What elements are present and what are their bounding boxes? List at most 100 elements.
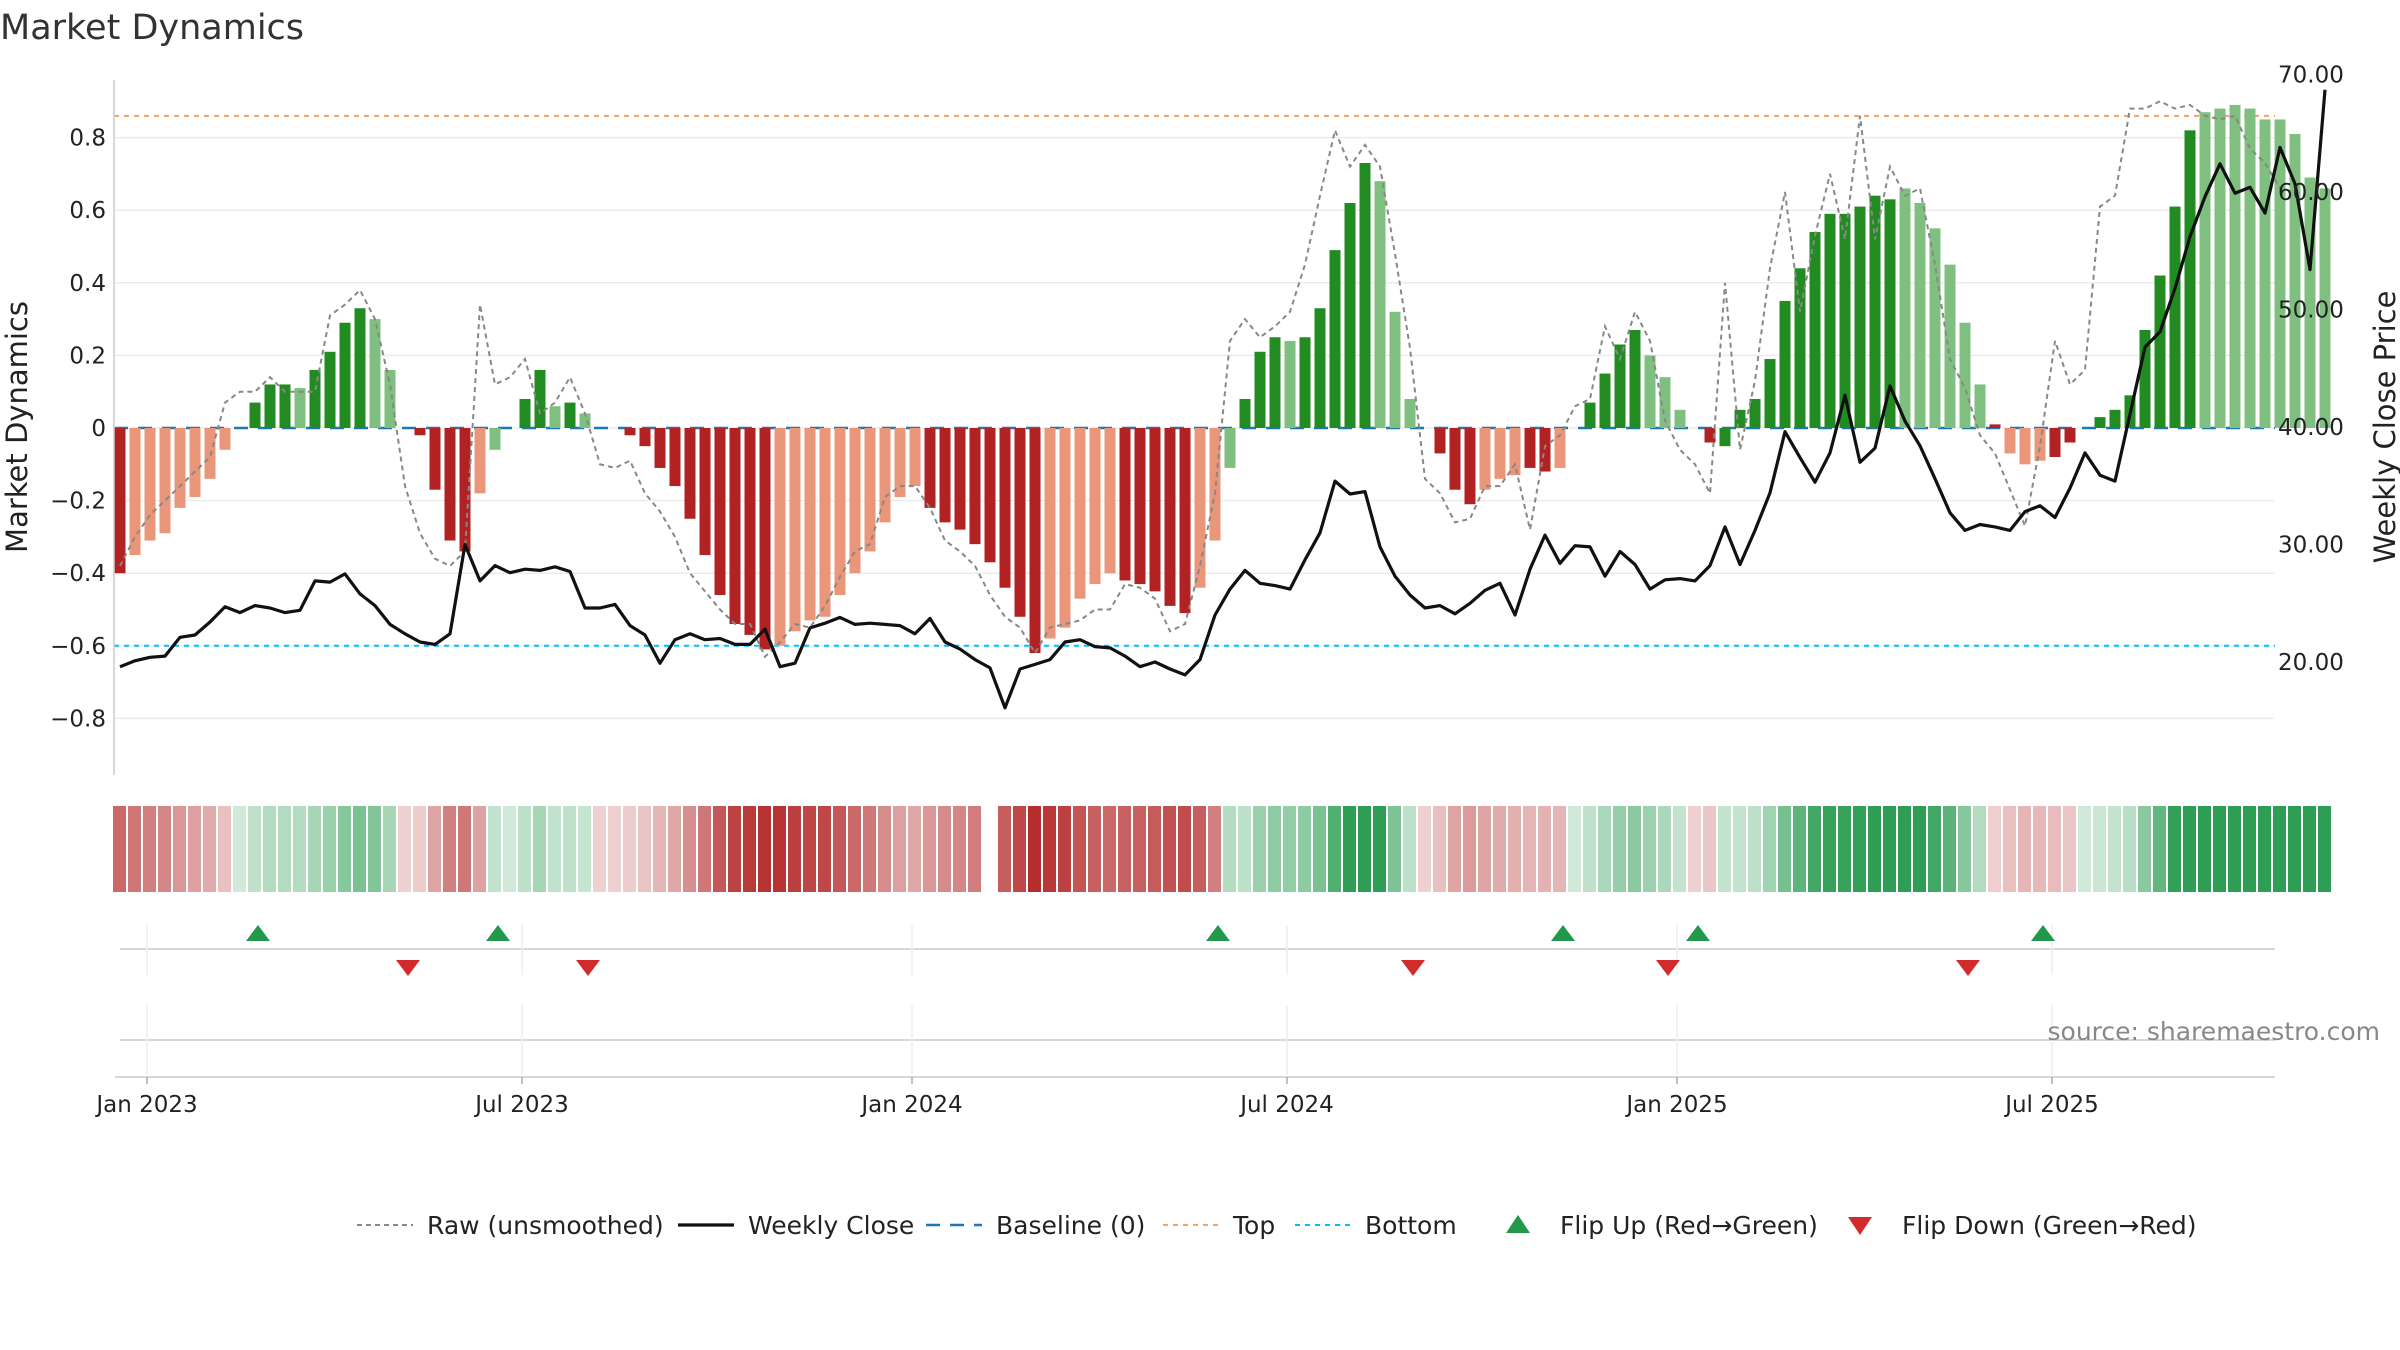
regime-cell [293, 806, 306, 892]
regime-cell [938, 806, 951, 892]
regime-cell [2108, 806, 2121, 892]
regime-cell [1868, 806, 1881, 892]
dynamics-bar [834, 428, 846, 595]
legend-label: Top [1232, 1211, 1275, 1240]
regime-cell [593, 806, 606, 892]
dynamics-bar [1269, 337, 1281, 428]
right-tick-label: 30.00 [2278, 533, 2344, 559]
regime-cell [1043, 806, 1056, 892]
regime-cell [968, 806, 981, 892]
flip-down-marker [1956, 960, 1980, 976]
dynamics-bar [1464, 428, 1476, 505]
regime-cell [1988, 806, 2001, 892]
dynamics-bar [384, 369, 396, 428]
regime-cell [2093, 806, 2106, 892]
dynamics-bar [1254, 351, 1266, 428]
right-tick-label: 20.00 [2278, 650, 2344, 676]
dynamics-bar [1539, 428, 1551, 472]
right-axis-label: Weekly Close Price [2368, 291, 2400, 564]
regime-cell [1478, 806, 1491, 892]
left-axis-label: Market Dynamics [0, 301, 34, 553]
dynamics-bar [219, 428, 231, 450]
regime-cell [1703, 806, 1716, 892]
dynamics-bar [1614, 344, 1626, 428]
regime-cell [2063, 806, 2076, 892]
regime-cell [863, 806, 876, 892]
regime-cell [653, 806, 666, 892]
dynamics-bar [354, 308, 366, 428]
regime-cell [1343, 806, 1356, 892]
legend-item: Baseline (0) [926, 1211, 1145, 1240]
dynamics-bar [1404, 398, 1416, 428]
regime-cell [2078, 806, 2091, 892]
dynamics-bar [684, 428, 696, 519]
weekly-close-line [119, 89, 2327, 710]
dynamics-bar [1884, 199, 1896, 428]
flip-up-marker [246, 925, 270, 941]
left-tick-label: 0 [91, 416, 106, 442]
dynamics-bar [1344, 202, 1356, 428]
regime-cell [2318, 806, 2331, 892]
dynamics-bar [864, 428, 876, 552]
x-tick-label: Jan 2025 [1624, 1092, 1727, 1118]
regime-cell [893, 806, 906, 892]
dynamics-bar [1854, 206, 1866, 428]
left-tick-label: 0.2 [69, 343, 106, 369]
dynamics-bar [1629, 329, 1641, 428]
dynamics-bar [519, 398, 531, 428]
legend-swatch-up [1506, 1215, 1530, 1233]
dynamics-bar [1974, 384, 1986, 428]
flip-down-marker [1656, 960, 1680, 976]
dynamics-bar [999, 428, 1011, 588]
axes: 0.8 0.6 0.4 0.2 0 −0.2 −0.4 −0.6 −0.8 70.00 60.00 5… [50, 63, 2344, 775]
dynamics-bar [894, 428, 906, 497]
flip-markers-panel [120, 925, 2275, 1075]
dynamics-bar [1134, 428, 1146, 585]
regime-cell [128, 806, 141, 892]
dynamics-bar [2019, 428, 2031, 465]
dynamics-bar [564, 402, 576, 428]
flip-down-marker [1401, 960, 1425, 976]
legend-label: Flip Up (Red→Green) [1560, 1211, 1818, 1240]
regime-cell [743, 806, 756, 892]
regime-cell [548, 806, 561, 892]
dynamics-bar [1719, 428, 1731, 447]
regime-cell [323, 806, 336, 892]
dynamics-bar [1374, 181, 1386, 428]
regime-cell [908, 806, 921, 892]
regime-cell [923, 806, 936, 892]
regime-cell [2048, 806, 2061, 892]
regime-cell [1148, 806, 1161, 892]
dynamics-bar [2139, 329, 2151, 428]
dynamics-bar [114, 428, 126, 574]
flip-up-marker [1551, 925, 1575, 941]
regime-cell [353, 806, 366, 892]
dynamics-bar [1869, 195, 1881, 428]
regime-cell [728, 806, 741, 892]
legend-swatch-down [1848, 1217, 1872, 1235]
regime-cell [638, 806, 651, 892]
regime-cell [2258, 806, 2271, 892]
regime-cell [428, 806, 441, 892]
dynamics-bar [414, 428, 426, 436]
dynamics-bar [1104, 428, 1116, 574]
dynamics-bar [1149, 428, 1161, 592]
legend: Raw (unsmoothed) Weekly Close Baseline (0)… [357, 1211, 2197, 1240]
dynamics-bar [1599, 373, 1611, 428]
regime-cell [713, 806, 726, 892]
dynamics-bar [1794, 268, 1806, 428]
dynamics-bar [1929, 228, 1941, 428]
dynamics-bar [1914, 202, 1926, 428]
dynamics-bar [1314, 308, 1326, 428]
regime-cell [1373, 806, 1386, 892]
regime-cell [1028, 806, 1041, 892]
regime-cell [458, 806, 471, 892]
dynamics-bar [459, 428, 471, 552]
regime-cell [1613, 806, 1626, 892]
regime-cell [1193, 806, 1206, 892]
regime-cell [1793, 806, 1806, 892]
dynamics-bar [1659, 377, 1671, 428]
regime-cell [1958, 806, 1971, 892]
regime-cell [1508, 806, 1521, 892]
regime-cell [1433, 806, 1446, 892]
